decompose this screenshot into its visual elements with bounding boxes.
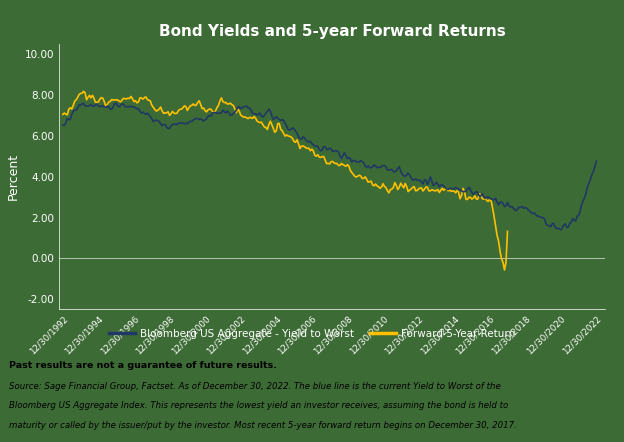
Title: Bond Yields and 5-year Forward Returns: Bond Yields and 5-year Forward Returns — [159, 24, 505, 39]
Text: Source: Sage Financial Group, Factset. As of December 30, 2022. The blue line is: Source: Sage Financial Group, Factset. A… — [9, 382, 501, 391]
Text: Bloomberg US Aggregate Index. This represents the lowest yield an investor recei: Bloomberg US Aggregate Index. This repre… — [9, 401, 509, 410]
Text: maturity or called by the issuer/put by the investor. Most recent 5-year forward: maturity or called by the issuer/put by … — [9, 421, 517, 430]
Legend: Bloomberg US Aggregate - Yield to Worst, Forward 5-Year Return: Bloomberg US Aggregate - Yield to Worst,… — [105, 324, 519, 343]
Text: Past results are not a guarantee of future results.: Past results are not a guarantee of futu… — [9, 361, 277, 370]
Y-axis label: Percent: Percent — [6, 153, 19, 200]
